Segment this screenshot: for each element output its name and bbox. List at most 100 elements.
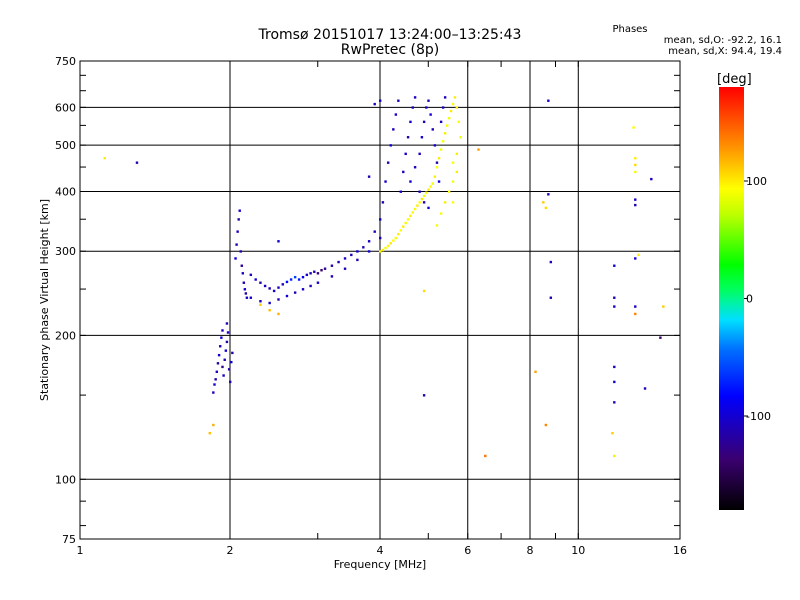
data-point-x — [441, 140, 445, 143]
data-point-o — [272, 289, 276, 293]
data-point-o — [634, 203, 637, 207]
data-point-o — [418, 190, 421, 193]
data-point-x — [399, 229, 403, 232]
data-point-x — [457, 120, 460, 124]
data-point-o — [384, 180, 387, 183]
data-point-o — [330, 275, 334, 278]
data-point-o — [212, 391, 215, 394]
colorbar-title: [deg] — [717, 72, 752, 87]
data-point-o — [422, 394, 426, 397]
data-point-o — [367, 250, 371, 253]
data-point-o — [413, 96, 417, 99]
data-point-x — [406, 218, 410, 221]
data-point-x — [429, 185, 432, 188]
data-point-x — [484, 454, 487, 458]
data-point-x — [611, 431, 614, 435]
data-point-o — [301, 275, 305, 279]
data-point-o — [213, 383, 216, 386]
data-point-o — [659, 336, 662, 339]
data-point-x — [418, 201, 421, 204]
data-point-o — [613, 365, 616, 369]
chart-title: Tromsø 20151017 13:24:00–13:25:43 — [258, 27, 522, 43]
data-point-o — [221, 365, 224, 369]
colorbar-tick-label: 0 — [746, 293, 753, 306]
grid-lines — [80, 61, 680, 539]
data-point-o — [297, 278, 301, 281]
x-axis-label: Frequency [MHz] — [334, 558, 426, 571]
data-point-o — [230, 360, 233, 364]
data-point-o — [235, 243, 238, 246]
data-point-o — [245, 296, 249, 299]
data-point-x — [447, 116, 451, 120]
y-tick-label: 200 — [55, 329, 76, 342]
data-point-o — [263, 284, 267, 288]
data-point-x — [268, 309, 271, 312]
y-tick-label: 400 — [55, 185, 76, 198]
data-point-o — [381, 201, 385, 204]
data-point-o — [425, 106, 428, 109]
data-point-o — [392, 128, 395, 131]
data-point-x — [277, 312, 280, 316]
data-point-o — [323, 267, 327, 270]
data-point-o — [240, 264, 243, 267]
data-point-o — [249, 296, 253, 299]
data-point-o — [285, 294, 289, 298]
data-point-o — [356, 250, 359, 253]
phase-mean-o: mean, sd,O: -92.2, 16.1 — [663, 35, 782, 46]
data-point-o — [439, 120, 443, 124]
data-point-o — [259, 300, 262, 303]
data-point-x — [544, 206, 548, 210]
data-point-o — [268, 301, 271, 305]
data-point-o — [643, 387, 647, 390]
y-tick-label: 100 — [55, 473, 76, 486]
data-point-o — [277, 286, 280, 289]
phase-mean-x: mean, sd,X: 94.4, 19.4 — [668, 46, 782, 57]
data-point-o — [215, 370, 219, 373]
data-point-x — [433, 175, 437, 178]
data-point-x — [259, 303, 262, 306]
x-tick-label: 2 — [227, 544, 234, 557]
data-point-o — [399, 190, 403, 193]
data-point-x — [451, 201, 455, 204]
data-point-x — [381, 248, 385, 252]
data-point-o — [367, 240, 371, 243]
data-point-o — [397, 99, 400, 102]
data-point-x — [411, 211, 414, 214]
data-point-o — [313, 270, 316, 273]
data-point-x — [422, 194, 426, 198]
data-point-x — [637, 253, 640, 257]
data-point-o — [389, 144, 392, 147]
data-point-o — [409, 120, 412, 124]
data-point-o — [409, 180, 412, 183]
data-point-o — [219, 345, 222, 348]
data-point-x — [402, 225, 405, 228]
data-point-o — [301, 288, 305, 291]
data-point-x — [459, 136, 462, 139]
chart-subtitle: RwPretec (8p) — [340, 42, 440, 58]
data-point-o — [214, 378, 217, 381]
data-point-x — [544, 423, 548, 427]
data-point-x — [662, 305, 665, 308]
colorbar-tick-label: 100 — [746, 175, 767, 188]
data-point-x — [389, 242, 392, 245]
data-point-x — [420, 197, 424, 201]
data-point-o — [316, 281, 320, 284]
y-tick-label: 750 — [55, 55, 76, 68]
data-point-x — [447, 190, 451, 193]
data-point-x — [451, 102, 455, 106]
data-point-o — [241, 272, 245, 275]
data-point-o — [634, 198, 637, 201]
data-point-o — [422, 120, 426, 124]
data-point-o — [216, 362, 220, 365]
data-point-o — [224, 349, 228, 352]
x-tick-label: 4 — [377, 544, 384, 557]
data-point-o — [285, 280, 289, 284]
x-tick-label: 1 — [77, 544, 84, 557]
data-point-x — [392, 239, 395, 242]
data-point-o — [613, 264, 616, 267]
data-point-o — [225, 322, 229, 325]
data-point-o — [268, 287, 271, 290]
data-point-o — [411, 106, 414, 109]
data-point-x — [455, 170, 459, 174]
data-point-o — [362, 246, 365, 249]
